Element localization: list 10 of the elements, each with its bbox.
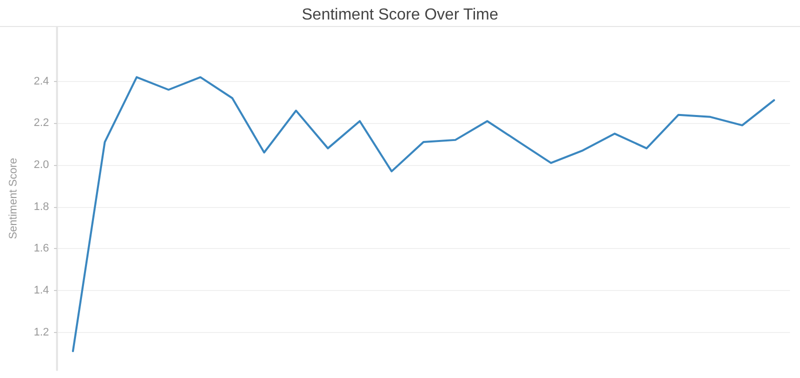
y-tick-label: 1.8	[34, 200, 49, 213]
y-tick-label: 1.6	[34, 242, 49, 255]
chart-title: Sentiment Score Over Time	[302, 6, 498, 24]
y-tick-label: 2.4	[34, 75, 49, 88]
y-tick-label: 1.2	[34, 326, 49, 338]
y-tick-label: 1.4	[34, 284, 49, 297]
line-series	[72, 76, 776, 352]
y-axis-title: Sentiment Score	[8, 158, 20, 240]
y-tick-label: 2.0	[34, 159, 49, 172]
y-tick-label: 2.2	[34, 117, 49, 130]
